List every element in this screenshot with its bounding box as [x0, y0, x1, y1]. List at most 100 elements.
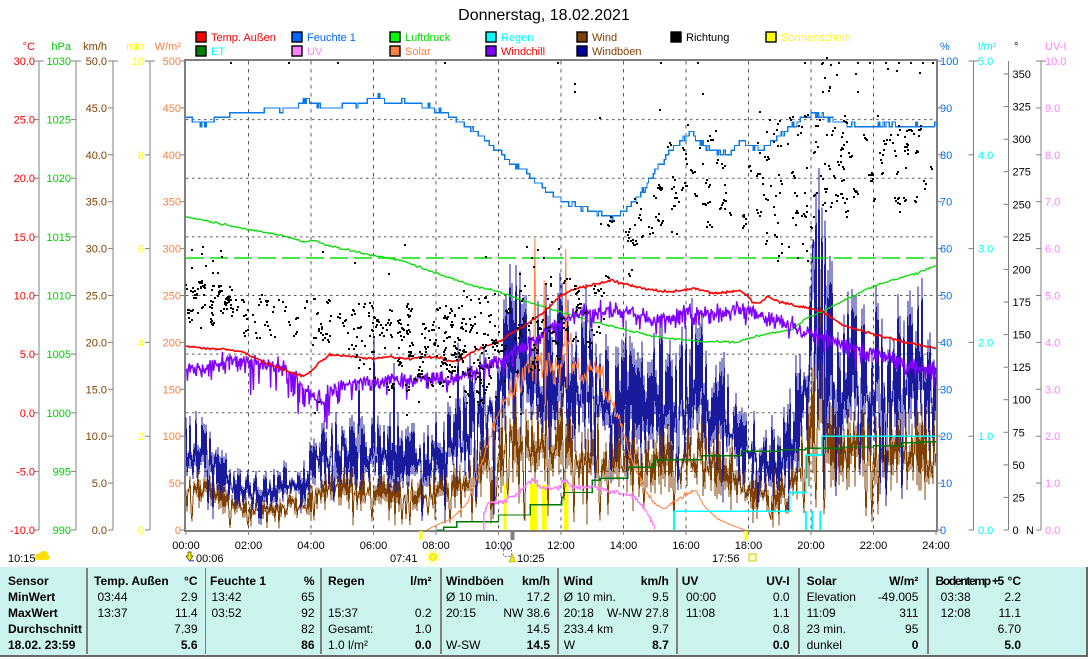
svg-text:100: 100 [163, 431, 181, 443]
svg-text:0: 0 [175, 525, 181, 537]
svg-text:350: 350 [1013, 69, 1031, 81]
svg-text:50: 50 [1013, 460, 1025, 472]
svg-text:3.0: 3.0 [978, 244, 993, 256]
svg-text:2.0: 2.0 [978, 337, 993, 349]
svg-text:15.0: 15.0 [14, 232, 35, 244]
svg-text:50: 50 [940, 291, 952, 303]
svg-text:1000: 1000 [47, 408, 71, 420]
svg-text:75: 75 [1013, 427, 1025, 439]
svg-text:10.0: 10.0 [14, 291, 35, 303]
svg-text:17:56: 17:56 [712, 553, 740, 565]
svg-text:0.0: 0.0 [20, 408, 35, 420]
svg-text:hPa: hPa [51, 41, 71, 53]
svg-text:00:06: 00:06 [196, 553, 224, 565]
svg-text:30: 30 [940, 384, 952, 396]
svg-text:16:00: 16:00 [672, 540, 700, 552]
svg-text:350: 350 [163, 197, 181, 209]
svg-text:1020: 1020 [47, 173, 71, 185]
svg-text:10:15: 10:15 [8, 553, 36, 565]
svg-text:0.0: 0.0 [978, 525, 993, 537]
svg-text:00:00: 00:00 [172, 540, 200, 552]
svg-text:90: 90 [940, 103, 952, 115]
svg-text:4.0: 4.0 [978, 150, 993, 162]
svg-text:18:00: 18:00 [735, 540, 763, 552]
svg-text:450: 450 [163, 103, 181, 115]
svg-text:Regen: Regen [501, 32, 533, 44]
svg-text:70: 70 [940, 197, 952, 209]
svg-text:250: 250 [163, 291, 181, 303]
svg-text:10.0: 10.0 [1045, 56, 1066, 68]
svg-text:km/h: km/h [83, 41, 107, 53]
svg-text:2.0: 2.0 [1045, 431, 1060, 443]
svg-text:07:41: 07:41 [390, 553, 418, 565]
svg-text:300: 300 [1013, 134, 1031, 146]
svg-text:Windchill: Windchill [501, 46, 545, 58]
svg-text:1005: 1005 [47, 349, 71, 361]
svg-text:10.0: 10.0 [86, 431, 107, 443]
svg-text:20.0: 20.0 [14, 173, 35, 185]
svg-text:500: 500 [163, 56, 181, 68]
svg-text:2: 2 [138, 431, 144, 443]
svg-text:200: 200 [1013, 264, 1031, 276]
svg-text:0: 0 [940, 525, 946, 537]
svg-text:Luftdruck: Luftdruck [405, 32, 451, 44]
svg-text:990: 990 [53, 525, 71, 537]
svg-text:Richtung: Richtung [686, 32, 729, 44]
svg-text:1.0: 1.0 [1045, 478, 1060, 490]
svg-text:5.0: 5.0 [978, 56, 993, 68]
svg-text:Sonnenschein: Sonnenschein [781, 32, 851, 44]
svg-text:325: 325 [1013, 102, 1031, 114]
svg-text:80: 80 [940, 150, 952, 162]
svg-text:ET: ET [211, 46, 225, 58]
svg-text:35.0: 35.0 [86, 197, 107, 209]
svg-text:08:00: 08:00 [422, 540, 450, 552]
svg-text:1025: 1025 [47, 115, 71, 127]
svg-text:14:00: 14:00 [610, 540, 638, 552]
svg-text:200: 200 [163, 337, 181, 349]
svg-text:1010: 1010 [47, 291, 71, 303]
svg-text:6: 6 [138, 244, 144, 256]
svg-text:°C: °C [23, 41, 35, 53]
svg-text:20.0: 20.0 [86, 337, 107, 349]
svg-text:4.0: 4.0 [1045, 337, 1060, 349]
svg-text:l/m²: l/m² [978, 41, 997, 53]
svg-text:Wind: Wind [592, 32, 617, 44]
svg-text:995: 995 [53, 466, 71, 478]
svg-text:30.0: 30.0 [14, 56, 35, 68]
svg-text:-5.0: -5.0 [16, 466, 35, 478]
svg-text:1015: 1015 [47, 232, 71, 244]
svg-text:°: ° [1014, 41, 1018, 53]
svg-text:100: 100 [1013, 395, 1031, 407]
svg-text:6.0: 6.0 [1045, 244, 1060, 256]
svg-text:30.0: 30.0 [86, 244, 107, 256]
svg-text:5.0: 5.0 [1045, 291, 1060, 303]
svg-text:3.0: 3.0 [1045, 384, 1060, 396]
svg-text:0.0: 0.0 [1045, 525, 1060, 537]
svg-text:10: 10 [940, 478, 952, 490]
svg-text:-10.0: -10.0 [10, 525, 35, 537]
svg-text:7.0: 7.0 [1045, 197, 1060, 209]
svg-text:25: 25 [1013, 492, 1025, 504]
svg-text:N: N [1026, 525, 1034, 537]
svg-text:300: 300 [163, 244, 181, 256]
svg-text:Solar: Solar [405, 46, 431, 58]
svg-text:1030: 1030 [47, 56, 71, 68]
svg-text:Temp. Außen: Temp. Außen [211, 32, 276, 44]
svg-text:150: 150 [1013, 330, 1031, 342]
svg-text:06:00: 06:00 [360, 540, 388, 552]
svg-text:min: min [126, 41, 144, 53]
svg-text:40: 40 [940, 337, 952, 349]
svg-text:Windböen: Windböen [592, 46, 642, 58]
svg-text:1.0: 1.0 [978, 431, 993, 443]
svg-text:15.0: 15.0 [86, 384, 107, 396]
svg-text:50: 50 [169, 478, 181, 490]
svg-text:40.0: 40.0 [86, 150, 107, 162]
svg-text:04:00: 04:00 [297, 540, 325, 552]
svg-text:8: 8 [138, 150, 144, 162]
svg-text:UV: UV [307, 46, 323, 58]
svg-text:275: 275 [1013, 167, 1031, 179]
svg-text:45.0: 45.0 [86, 103, 107, 115]
svg-text:50.0: 50.0 [86, 56, 107, 68]
svg-text:0.0: 0.0 [92, 525, 107, 537]
svg-text:9.0: 9.0 [1045, 103, 1060, 115]
